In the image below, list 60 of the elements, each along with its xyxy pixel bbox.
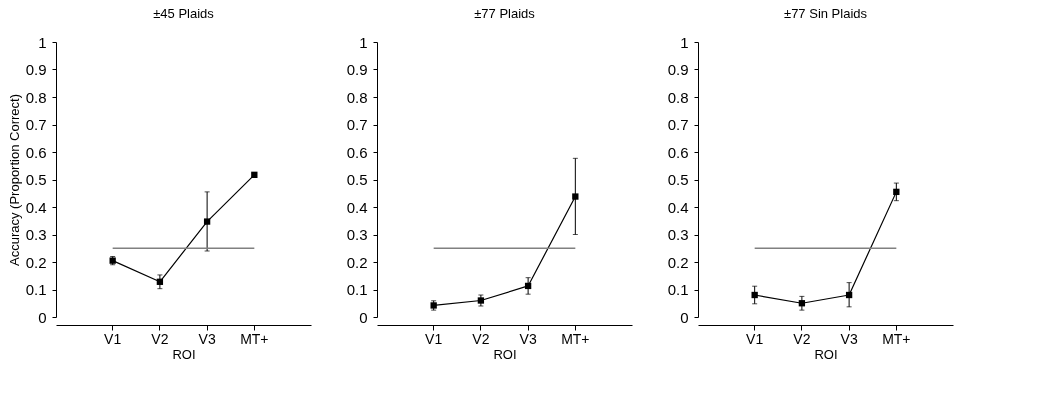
y-tick-label: 0.7 <box>667 116 689 133</box>
y-tick-label: 0.5 <box>346 171 368 188</box>
y-tick-label: 0.3 <box>667 226 689 243</box>
x-tick-label: MT+ <box>240 330 269 347</box>
point <box>893 188 900 196</box>
y-tick-label: 0.7 <box>25 116 47 133</box>
y-tick-label: 0.1 <box>25 281 47 298</box>
x-axis-title: ROI <box>814 346 838 362</box>
y-tick-label: 0.9 <box>25 61 47 78</box>
x-axis-title: ROI <box>493 346 517 362</box>
chart-title: ±77 Plaids <box>474 6 536 21</box>
x-tick-label: V2 <box>151 330 169 347</box>
y-tick-label: 0.6 <box>346 143 368 161</box>
point <box>156 278 164 285</box>
y-tick-label: 0 <box>38 308 47 326</box>
x-tick-label: V2 <box>472 330 490 347</box>
y-tick-label: 0.9 <box>346 61 368 78</box>
y-tick-label: 0.6 <box>25 143 47 161</box>
x-tick-label: V1 <box>104 330 122 347</box>
point <box>798 300 806 307</box>
x-tick-label: MT+ <box>561 330 590 347</box>
x-tick-label: MT+ <box>882 330 911 347</box>
y-tick-label: 0.6 <box>667 143 689 161</box>
point <box>524 282 532 290</box>
point <box>572 193 579 200</box>
point <box>751 291 758 299</box>
y-tick-label: 0.8 <box>346 88 368 106</box>
x-tick-label: V3 <box>840 330 858 347</box>
y-tick-label: 0.7 <box>346 116 368 133</box>
y-tick-label: 0.4 <box>667 198 689 216</box>
y-tick-label: 0.2 <box>25 253 47 271</box>
x-tick-label: V3 <box>519 330 537 347</box>
y-tick-label: 0.5 <box>667 171 689 188</box>
y-tick-label: 0.3 <box>25 226 47 243</box>
y-tick-label: 1 <box>680 33 689 51</box>
x-tick-label: V2 <box>793 330 811 347</box>
y-tick-label: 0.8 <box>667 88 689 106</box>
point <box>203 218 211 225</box>
chart-title: ±77 Sin Plaids <box>783 6 868 21</box>
y-tick-label: 0.1 <box>667 281 689 298</box>
y-tick-label: 0.4 <box>346 198 368 216</box>
y-tick-label: 0 <box>680 308 689 326</box>
y-tick-label: 0.9 <box>667 61 689 78</box>
y-tick-label: 1 <box>38 33 47 51</box>
point <box>845 291 853 299</box>
y-tick-label: 0.4 <box>25 198 47 216</box>
y-tick-label: 0 <box>359 308 368 326</box>
x-axis-title: ROI <box>172 346 196 362</box>
y-tick-label: 0.1 <box>346 281 368 298</box>
y-tick-label: 1 <box>359 33 368 51</box>
x-tick-label: V3 <box>198 330 216 347</box>
x-tick-label: V1 <box>425 330 443 347</box>
y-tick-label: 0.8 <box>25 88 47 106</box>
y-axis-title: Accuracy (Proportion Correct) <box>6 94 22 266</box>
x-tick-label: V1 <box>746 330 764 347</box>
y-tick-label: 0.5 <box>25 171 47 188</box>
chart-title: ±45 Plaids <box>153 6 215 21</box>
y-tick-label: 0.3 <box>346 226 368 243</box>
y-tick-label: 0.2 <box>667 253 689 271</box>
y-tick-label: 0.2 <box>346 253 368 271</box>
